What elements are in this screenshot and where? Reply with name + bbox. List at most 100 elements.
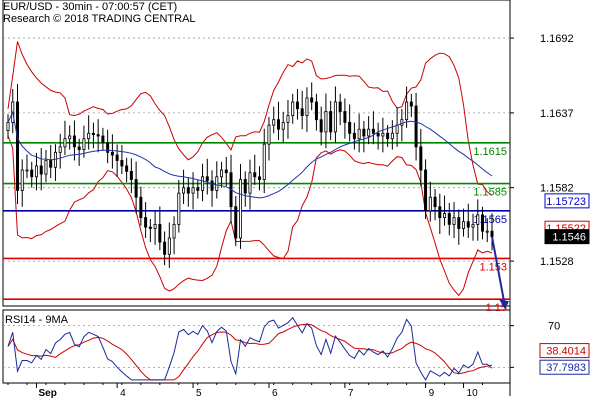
rsi-tick-label: 70 — [548, 321, 560, 333]
candle-body — [96, 134, 100, 137]
chart-title: EUR/USD - 30min - 07:00:57 (CET) — [3, 1, 178, 13]
candle-body — [201, 176, 205, 191]
price-axis: 1.1692 1.1637 1.1582 1.1528 — [510, 33, 574, 268]
rsi-value-label: 37.7983 — [546, 362, 586, 374]
price-tick-label: 1.1692 — [540, 33, 574, 45]
candle-body — [267, 124, 271, 145]
rsi-ma-line — [7, 323, 493, 381]
candle-body — [148, 226, 152, 229]
candle-body — [15, 101, 19, 191]
candles — [6, 82, 494, 268]
time-tick-label: 10 — [467, 388, 479, 399]
candle-body — [196, 187, 200, 191]
candle-body — [163, 241, 167, 255]
candle-body — [20, 169, 24, 191]
rsi_ma-value-label: 38.4014 — [546, 346, 586, 358]
candle-body — [348, 122, 352, 134]
candle-body — [424, 169, 428, 212]
candle-body — [34, 165, 38, 178]
candle-body — [443, 213, 447, 219]
candle-body — [239, 179, 243, 239]
candle-body — [63, 138, 67, 148]
candle-body — [338, 101, 342, 112]
candle-body — [466, 221, 470, 228]
candle-body — [158, 223, 162, 243]
candle-body — [281, 122, 285, 130]
support-label: 1.153 — [479, 261, 507, 273]
candle-body — [129, 170, 133, 180]
time-tick-label: 4 — [120, 388, 126, 399]
candle-body — [134, 179, 138, 198]
candle-body — [291, 101, 295, 117]
candle-body — [324, 111, 328, 133]
price-tick-label: 1.1582 — [540, 183, 574, 195]
candle-body — [295, 101, 299, 110]
price-tick-label: 1.1528 — [540, 256, 574, 268]
candle-body — [215, 176, 219, 191]
candle-body — [272, 119, 276, 126]
candle-body — [144, 217, 148, 228]
candle-body — [305, 97, 309, 116]
candle-body — [91, 132, 95, 136]
candle-body — [101, 135, 105, 144]
candle-body — [243, 179, 247, 194]
candle-body — [300, 108, 304, 117]
support-label: 1.15 — [486, 302, 507, 314]
candle-body — [310, 97, 314, 103]
rsi-legend: RSI14 - 9MA — [5, 314, 69, 326]
candle-body — [172, 223, 176, 239]
time-tick-label: 7 — [348, 388, 354, 399]
resistance-label: 1.1585 — [473, 187, 507, 199]
candle-body — [333, 101, 337, 133]
candle-body — [357, 128, 361, 140]
chart-copyright: Research © 2018 TRADING CENTRAL — [3, 13, 196, 25]
candle-body — [428, 196, 432, 212]
candle-body — [433, 196, 437, 208]
candle-body — [471, 223, 475, 228]
candle-body — [25, 169, 29, 172]
candle-body — [58, 146, 62, 153]
candle-body — [248, 172, 252, 194]
candle-body — [153, 223, 157, 229]
candle-body — [286, 115, 290, 123]
candle-body — [490, 230, 494, 238]
candle-body — [77, 146, 81, 151]
rsi_ma-value-tag — [539, 343, 590, 359]
time-tick-label: 5 — [196, 388, 202, 399]
candle-body — [139, 196, 143, 218]
bollinger-upper — [7, 41, 493, 196]
candle-body — [253, 172, 257, 178]
forecast-arrow-shaft — [491, 236, 505, 302]
candle-body — [177, 192, 181, 225]
candle-body — [457, 217, 461, 229]
candle-body — [485, 230, 489, 233]
candle-body — [110, 151, 114, 156]
candle-body — [68, 135, 72, 140]
time-tick-label: 6 — [272, 388, 278, 399]
candle-body — [220, 169, 224, 178]
candle-body — [476, 214, 480, 225]
candle-body — [82, 138, 86, 151]
forecast-arrow-head — [499, 299, 509, 310]
candle-body — [319, 119, 323, 133]
candle-body — [167, 237, 171, 255]
candle-body — [405, 101, 409, 121]
candle-body — [419, 146, 423, 171]
candle-body — [115, 154, 119, 161]
moving-average-line — [7, 110, 493, 199]
candle-body — [72, 135, 76, 148]
last_price-tag — [544, 229, 590, 245]
rsi-value-tag — [539, 359, 590, 375]
candle-body — [125, 165, 129, 172]
candle-body — [6, 122, 10, 131]
candle-body — [395, 124, 399, 134]
candle-body — [106, 142, 110, 153]
candle-body — [276, 119, 280, 130]
time-tick-label: 9 — [429, 388, 435, 399]
last_price-tag-label: 1.1546 — [552, 232, 586, 244]
candle-body — [210, 180, 214, 191]
price-tick-label: 1.1637 — [540, 108, 574, 120]
